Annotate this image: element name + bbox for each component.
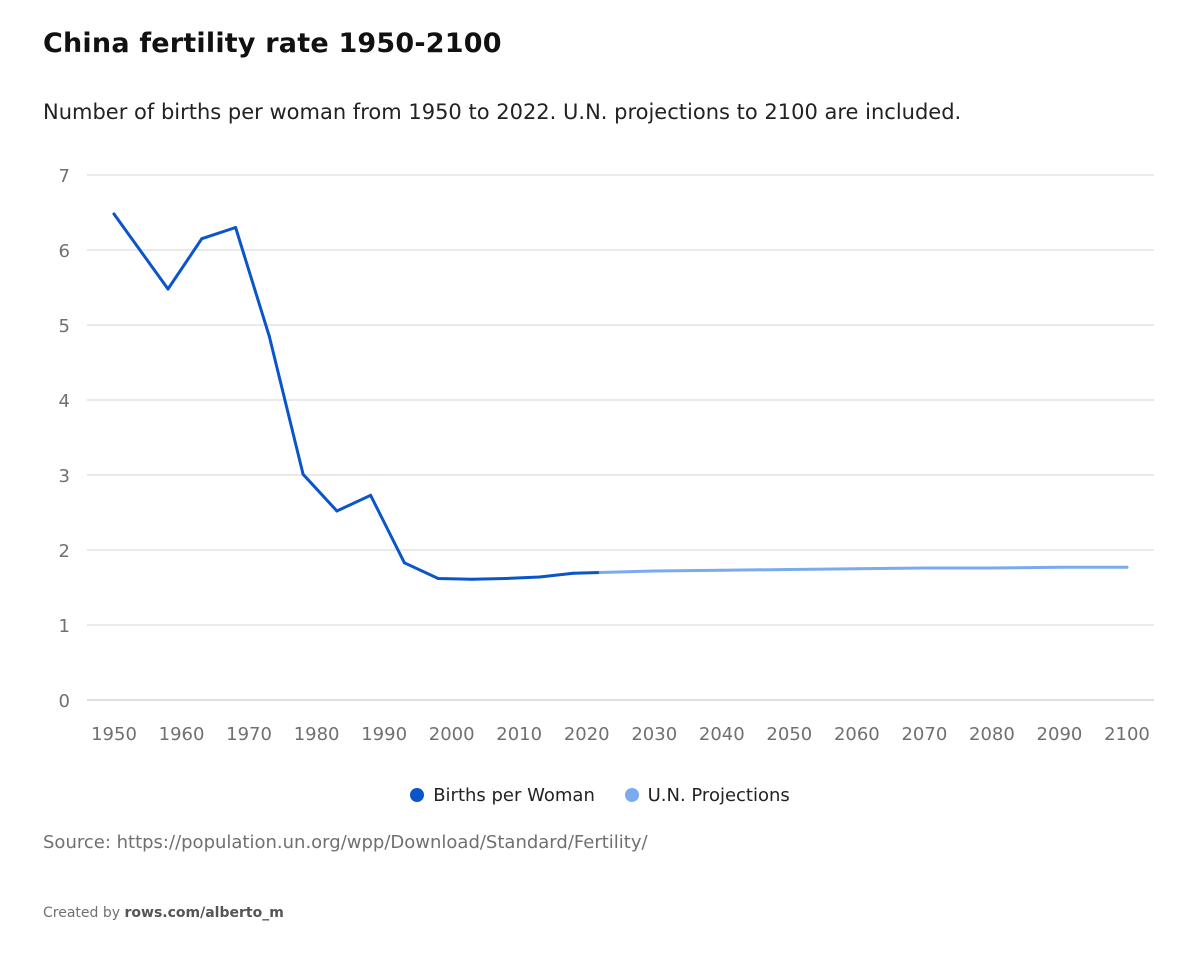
x-tick-label: 1990 bbox=[361, 724, 407, 745]
gridlines bbox=[87, 174, 1154, 701]
legend-label-projections: U.N. Projections bbox=[647, 785, 790, 806]
y-tick-label: 7 bbox=[59, 166, 70, 187]
x-tick-label: 2050 bbox=[766, 724, 812, 745]
series-line-births-per-woman bbox=[112, 212, 602, 581]
x-tick-label: 2100 bbox=[1104, 724, 1150, 745]
births-data-point[interactable] bbox=[166, 287, 170, 291]
x-tick-label: 1950 bbox=[91, 724, 137, 745]
projection-data-point[interactable] bbox=[855, 567, 859, 571]
x-tick-label: 1980 bbox=[294, 724, 340, 745]
projection-data-point[interactable] bbox=[598, 571, 602, 574]
projection-data-point[interactable] bbox=[1057, 565, 1061, 569]
births-data-point[interactable] bbox=[571, 571, 575, 575]
chart-subtitle: Number of births per woman from 1950 to … bbox=[43, 100, 962, 124]
births-data-point[interactable] bbox=[301, 472, 305, 476]
births-data-point[interactable] bbox=[234, 226, 238, 229]
x-axis-ticks: 1950 1960 1970 1980 1990 2000 2010 2020 2030 2040… bbox=[91, 724, 1150, 745]
y-tick-label: 0 bbox=[59, 691, 70, 712]
credit-link[interactable]: rows.com/alberto_m bbox=[124, 905, 284, 921]
x-tick-label: 2000 bbox=[429, 724, 475, 745]
legend-label-births: Births per Woman bbox=[433, 785, 595, 806]
births-data-point[interactable] bbox=[200, 237, 204, 241]
legend-item-births-per-woman[interactable]: Births per Woman bbox=[410, 785, 595, 806]
x-tick-label: 2020 bbox=[564, 724, 610, 745]
series-lines bbox=[112, 212, 1129, 581]
y-tick-label: 2 bbox=[59, 541, 70, 562]
legend-item-un-projections[interactable]: U.N. Projections bbox=[624, 785, 790, 806]
line-chart: 0 1 2 3 4 5 6 7 1950 1960 1970 1980 1990 2000 2010 202… bbox=[59, 166, 1154, 745]
y-tick-label: 6 bbox=[59, 241, 70, 262]
births-data-point[interactable] bbox=[267, 334, 271, 338]
y-tick-label: 5 bbox=[59, 316, 70, 337]
y-tick-label: 3 bbox=[59, 466, 70, 487]
projection-data-point[interactable] bbox=[652, 569, 656, 573]
source-note: Source: https://population.un.org/wpp/Do… bbox=[43, 832, 648, 853]
x-tick-label: 2030 bbox=[631, 724, 677, 745]
projection-data-point[interactable] bbox=[787, 568, 791, 571]
births-data-point[interactable] bbox=[436, 577, 440, 580]
x-tick-label: 2060 bbox=[834, 724, 880, 745]
births-data-point[interactable] bbox=[470, 577, 474, 581]
x-tick-label: 1960 bbox=[159, 724, 205, 745]
births-data-point[interactable] bbox=[112, 212, 116, 216]
births-data-point[interactable] bbox=[369, 493, 373, 497]
x-tick-label: 2040 bbox=[699, 724, 745, 745]
x-tick-label: 2080 bbox=[969, 724, 1015, 745]
births-data-point[interactable] bbox=[504, 577, 508, 580]
series-line-un-projections bbox=[598, 565, 1129, 574]
projection-data-point[interactable] bbox=[990, 566, 994, 570]
projection-data-point[interactable] bbox=[720, 568, 724, 572]
births-data-point[interactable] bbox=[335, 509, 339, 513]
x-tick-label: 2070 bbox=[901, 724, 947, 745]
chart-title: China fertility rate 1950-2100 bbox=[43, 28, 502, 59]
x-tick-label: 2010 bbox=[496, 724, 542, 745]
credit-line: Created by rows.com/alberto_m bbox=[43, 905, 284, 921]
births-data-point[interactable] bbox=[402, 561, 406, 565]
projection-data-point[interactable] bbox=[922, 566, 926, 570]
credit-prefix: Created by bbox=[43, 905, 121, 921]
y-axis-ticks: 0 1 2 3 4 5 6 7 bbox=[59, 166, 70, 712]
y-tick-label: 1 bbox=[59, 616, 70, 637]
chart-legend: Births per Woman U.N. Projections bbox=[0, 785, 1200, 806]
x-tick-label: 2090 bbox=[1037, 724, 1083, 745]
projection-data-point[interactable] bbox=[1125, 565, 1129, 569]
y-tick-label: 4 bbox=[59, 391, 70, 412]
legend-dot-projections-icon bbox=[624, 788, 639, 802]
births-data-point[interactable] bbox=[537, 575, 541, 579]
x-tick-label: 1970 bbox=[226, 724, 272, 745]
legend-dot-births-icon bbox=[410, 788, 425, 802]
